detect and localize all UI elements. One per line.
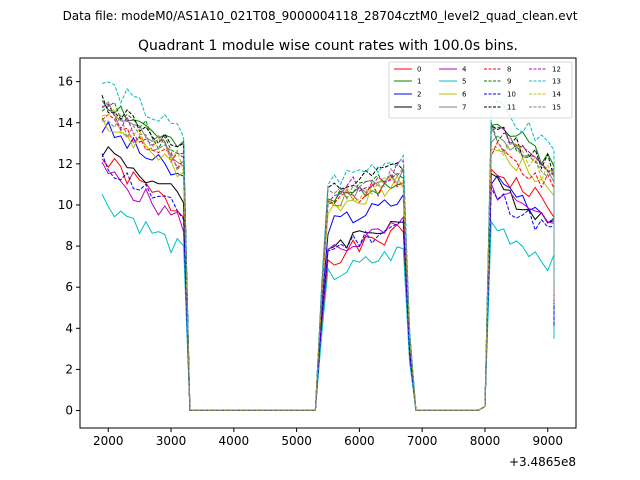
x-axis: 2000 3000 4000 5000 6000 7000 8000 9000 xyxy=(93,428,563,448)
legend-label-12: 12 xyxy=(552,66,561,74)
x-tick-label: 8000 xyxy=(470,434,501,448)
legend-label-0: 0 xyxy=(417,66,421,74)
legend-label-10: 10 xyxy=(507,91,516,99)
x-tick-label: 7000 xyxy=(407,434,438,448)
series-line-15 xyxy=(101,114,555,411)
x-tick-label: 5000 xyxy=(281,434,312,448)
legend-label-13: 13 xyxy=(552,78,561,86)
y-tick-label: 2 xyxy=(65,362,73,376)
x-offset-label: +3.4865e8 xyxy=(509,455,576,469)
legend-label-11: 11 xyxy=(507,104,516,112)
legend-label-6: 6 xyxy=(462,91,467,99)
legend-label-5: 5 xyxy=(462,78,466,86)
legend-label-15: 15 xyxy=(552,104,561,112)
legend-label-14: 14 xyxy=(552,91,561,99)
y-tick-label: 10 xyxy=(58,198,73,212)
x-tick-label: 2000 xyxy=(93,434,124,448)
plot-frame xyxy=(79,57,577,429)
legend-box xyxy=(388,61,573,119)
y-tick-label: 14 xyxy=(58,116,73,130)
y-tick-label: 4 xyxy=(65,321,73,335)
y-axis: 0 2 4 6 8 10 12 14 16 xyxy=(58,75,80,418)
y-tick-label: 8 xyxy=(65,239,73,253)
figure-suptitle: Data file: modeM0/AS1A10_021T08_90000041… xyxy=(63,9,578,23)
legend-label-7: 7 xyxy=(462,104,466,112)
legend-label-1: 1 xyxy=(417,78,421,86)
series-line-14 xyxy=(101,108,555,411)
chart-title: Quadrant 1 module wise count rates with … xyxy=(138,38,518,54)
legend-label-2: 2 xyxy=(417,91,421,99)
legend-label-4: 4 xyxy=(462,66,467,74)
x-tick-label: 9000 xyxy=(532,434,563,448)
legend-label-3: 3 xyxy=(417,104,421,112)
y-tick-label: 0 xyxy=(65,404,73,418)
y-tick-label: 16 xyxy=(58,75,73,89)
x-tick-label: 3000 xyxy=(156,434,187,448)
y-tick-label: 6 xyxy=(65,280,73,294)
legend-label-9: 9 xyxy=(507,78,511,86)
plot-lines xyxy=(101,81,555,411)
y-tick-label: 12 xyxy=(58,157,73,171)
x-tick-label: 6000 xyxy=(344,434,375,448)
legend-label-8: 8 xyxy=(507,66,511,74)
x-tick-label: 4000 xyxy=(219,434,250,448)
